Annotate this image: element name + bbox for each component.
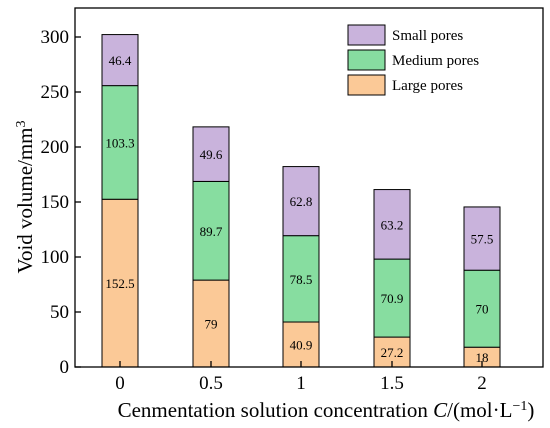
bar-segment-medium-pores	[282, 235, 320, 323]
x-axis-title-part-1: Cenmentation solution concentration	[118, 398, 434, 422]
bar-segment-medium-pores	[373, 258, 411, 338]
x-tick-label: 0.5	[199, 373, 223, 394]
data-label: 18	[476, 350, 489, 365]
x-tick-label: 2	[477, 373, 487, 394]
legend-swatch	[347, 49, 386, 71]
legend-label: Medium pores	[392, 53, 479, 69]
x-axis-title-exponent: −1	[512, 399, 527, 414]
axes-layer: 0 50 100 150 200 250 300 0 0.5 1 1.5 2	[41, 7, 544, 394]
data-label: 49.6	[200, 147, 223, 162]
data-label: 152.5	[105, 276, 134, 291]
x-tick-label: 1.5	[380, 373, 404, 394]
data-label: 46.4	[109, 53, 132, 68]
legend-swatch	[347, 74, 386, 96]
data-label: 27.2	[381, 345, 404, 360]
y-axis-title: Void volume/mm3	[13, 120, 37, 273]
plot-frame	[74, 7, 544, 368]
y-tick-label: 300	[41, 27, 70, 48]
data-label: 57.5	[471, 232, 494, 247]
data-label: 103.3	[105, 135, 134, 150]
bar-segment-large-pores	[101, 198, 139, 368]
x-tick-label: 1	[296, 373, 306, 394]
data-label: 79	[205, 317, 218, 332]
y-tick-label: 50	[50, 302, 69, 323]
data-label: 40.9	[290, 338, 313, 353]
y-tick-label: 100	[41, 247, 70, 268]
bar-segment-small-pores	[282, 166, 320, 237]
bar-segment-small-pores	[101, 34, 139, 87]
bar-segment-large-pores	[192, 279, 230, 368]
legend-label: Small pores	[392, 28, 463, 44]
x-axis-title-close: )	[527, 398, 534, 422]
data-label: 63.2	[381, 217, 404, 232]
data-label: 89.7	[200, 224, 223, 239]
y-tick-label: 200	[41, 137, 70, 158]
legend-swatch	[347, 24, 386, 46]
data-label: 70	[476, 302, 489, 317]
y-tick-label: 250	[41, 82, 70, 103]
data-label: 70.9	[381, 291, 404, 306]
x-axis-title: Cenmentation solution concentration C/(m…	[118, 398, 535, 422]
legend-label: Large pores	[392, 78, 463, 94]
data-label: 62.8	[290, 194, 313, 209]
bar-segment-small-pores	[463, 206, 501, 271]
y-axis-title-superscript: 3	[14, 120, 29, 127]
x-axis-title-unit: /(mol·L	[447, 398, 512, 422]
y-tick-label: 150	[41, 192, 70, 213]
bar-segment-medium-pores	[463, 269, 501, 348]
data-labels-layer: 152.5 103.3 46.4 79 89.7 49.6 40.9 78.5 62.8 27.2…	[105, 53, 493, 365]
bar-segment-medium-pores	[192, 180, 230, 281]
bar-segment-medium-pores	[101, 85, 139, 200]
x-tick-label: 0	[115, 373, 125, 394]
y-axis-title-main: Void volume/mm	[13, 127, 37, 273]
legend: Small pores Medium pores Large pores	[347, 24, 479, 96]
y-tick-label: 0	[60, 357, 70, 378]
bars-layer	[101, 34, 501, 368]
data-label: 78.5	[290, 272, 313, 287]
bar-segment-small-pores	[192, 126, 230, 182]
x-axis-title-variable: C	[433, 398, 448, 422]
bar-segment-small-pores	[373, 189, 411, 260]
